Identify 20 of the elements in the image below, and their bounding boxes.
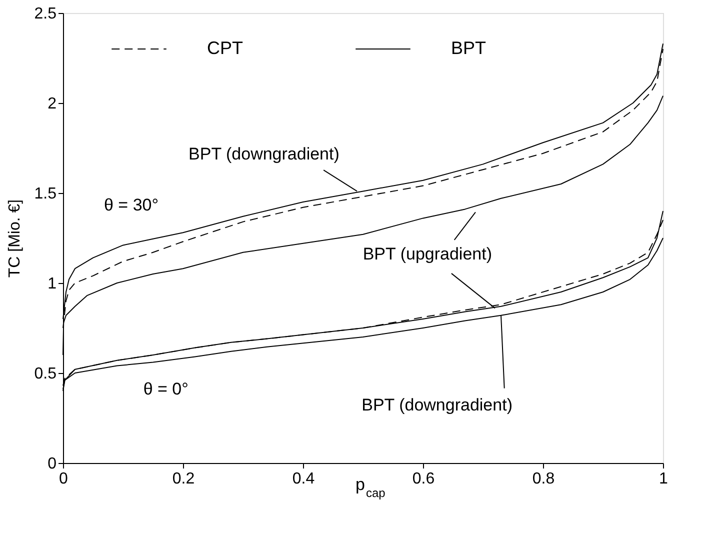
x-tick-label: 0.8 (532, 470, 555, 488)
y-tick-label: 0.5 (34, 366, 57, 382)
y-tick-label: 1.5 (34, 186, 57, 202)
x-tick-label: 0 (59, 470, 68, 488)
y-tick-label: 2.5 (34, 6, 57, 22)
y-tick-label: 2 (48, 96, 57, 112)
annotation: BPT (downgradient) (362, 396, 512, 415)
legend-label: BPT (451, 38, 486, 58)
annotation: θ = 30° (104, 195, 159, 214)
y-tick-label: 0 (48, 456, 57, 472)
annotation: BPT (downgradient) (188, 144, 340, 164)
x-tick-label: 0.4 (292, 470, 315, 488)
y-axis-title: TC [Mio. €] (6, 199, 24, 278)
y-tick-label: 1 (48, 276, 57, 292)
legend-label: CPT (207, 38, 244, 58)
x-tick-label: 1 (659, 470, 668, 488)
x-tick-label: 0.6 (412, 470, 435, 488)
annotation: θ = 0° (143, 379, 188, 398)
annotation: BPT (upgradient) (362, 244, 492, 264)
x-tick-label: 0.2 (172, 470, 195, 488)
